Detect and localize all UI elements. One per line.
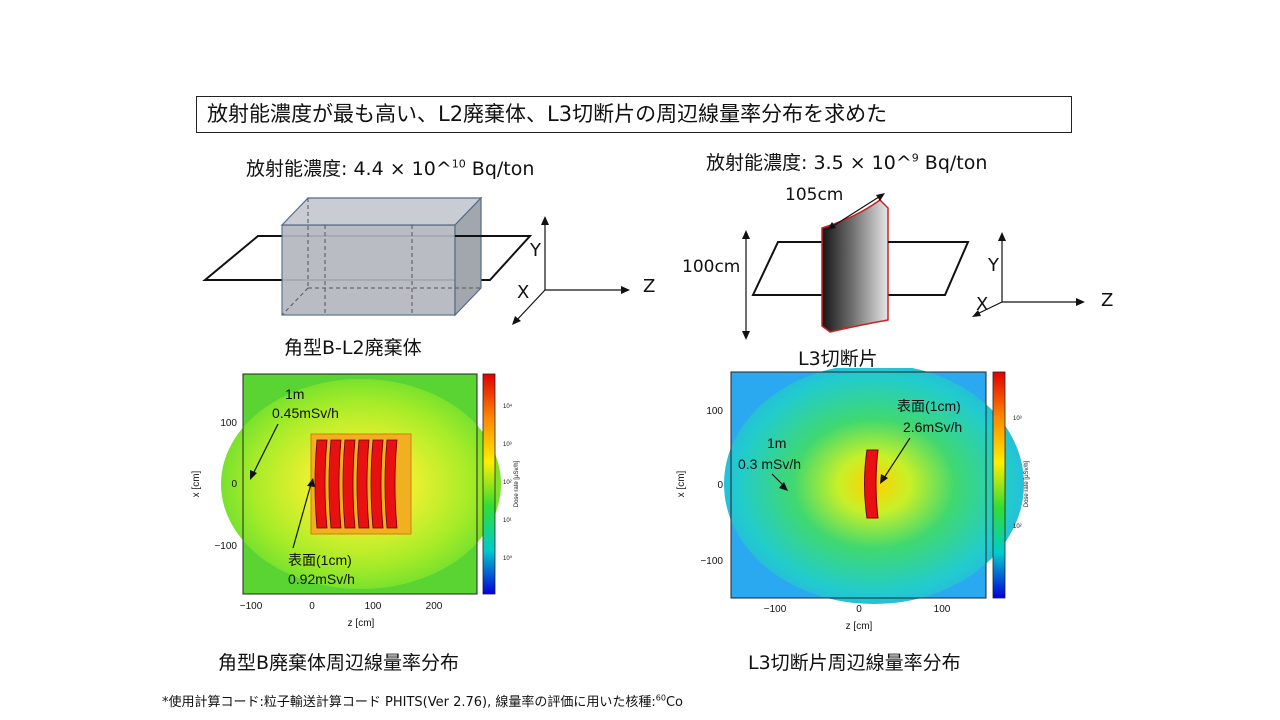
left-xtick: 100 — [365, 601, 382, 612]
right-concentration-exponent: 9 — [911, 151, 919, 165]
right-concentration: 放射能濃度: 3.5 × 10^9 Bq/ton — [706, 148, 987, 175]
right-cut-piece-diagram — [742, 193, 1085, 340]
right-xlabel: z [cm] — [846, 621, 873, 632]
left-ytick: 100 — [220, 418, 237, 429]
right-height-dimension: 100cm — [682, 257, 741, 277]
left-concentration-prefix: 放射能濃度: 4.4 × 10^ — [246, 158, 452, 180]
right-axes-icon — [972, 232, 1085, 317]
left-cbar-label: Dose rate [μSv/h] — [514, 460, 520, 507]
footnote-text: *使用計算コード:粒子輸送計算コード PHITS(Ver 2.76), 線量率の… — [162, 695, 656, 710]
right-curved-piece — [821, 199, 889, 333]
right-xtick: 0 — [856, 604, 862, 615]
left-cube-top — [280, 197, 483, 226]
left-xtick: 200 — [426, 601, 443, 612]
left-caption: 角型B廃棄体周辺線量率分布 — [218, 652, 460, 674]
left-annot-1m-dose: 0.45mSv/h — [272, 405, 339, 421]
footnote-mass-number: 60 — [655, 693, 666, 703]
right-concentration-unit: Bq/ton — [918, 152, 988, 174]
right-annot-1m-distance: 1m — [767, 435, 786, 451]
left-object-label: 角型B-L2廃棄体 — [284, 337, 422, 359]
left-annot-1m-distance: 1m — [285, 386, 304, 402]
left-axis-x-label: X — [517, 282, 530, 303]
footnote: *使用計算コード:粒子輸送計算コード PHITS(Ver 2.76), 線量率の… — [162, 691, 683, 710]
left-cbar-tick: 10⁰ — [503, 555, 513, 562]
right-ytick: −100 — [700, 556, 723, 567]
left-cbar-tick: 10² — [503, 480, 512, 486]
left-axis-z-label: Z — [643, 276, 656, 297]
left-ylabel: x [cm] — [191, 470, 202, 497]
right-cbar-label: Dose rate [μSv/h] — [1024, 460, 1030, 507]
left-cbar-tick: 10³ — [503, 442, 512, 448]
left-axes-icon — [512, 216, 630, 325]
right-annot-1m-dose: 0.3 mSv/h — [738, 456, 801, 472]
right-ylabel: x [cm] — [676, 470, 687, 497]
left-ytick: −100 — [214, 541, 237, 552]
left-annot-surface-dose: 0.92mSv/h — [288, 571, 355, 587]
right-ytick: 0 — [717, 480, 723, 491]
right-source-piece — [864, 449, 879, 519]
right-annot-surface-dose: 2.6mSv/h — [903, 419, 962, 435]
right-ytick: 100 — [706, 406, 723, 417]
right-axis-z-label: Z — [1101, 290, 1114, 311]
right-cbar-tick: 10² — [1013, 524, 1022, 530]
right-axis-x-label: X — [976, 294, 989, 315]
left-source-plates — [314, 439, 398, 529]
left-waste-package-diagram — [202, 196, 630, 325]
left-colorbar — [482, 373, 496, 595]
left-xtick: −100 — [240, 601, 263, 612]
left-annot-surface-distance: 表面(1cm) — [288, 552, 352, 568]
left-axis-y-label: Y — [530, 240, 541, 261]
right-caption: L3切断片周辺線量率分布 — [748, 652, 961, 674]
right-colorbar — [992, 371, 1006, 599]
left-concentration-exponent: 10 — [451, 157, 466, 171]
right-axis-y-label: Y — [988, 255, 999, 276]
right-dose-map: −100 0 100 100 0 −100 z [cm] x [cm] 10³ … — [676, 368, 1030, 632]
headline-box: 放射能濃度が最も高い、L2廃棄体、L3切断片の周辺線量率分布を求めた — [196, 96, 1072, 133]
left-ytick: 0 — [231, 479, 237, 490]
right-annot-surface-distance: 表面(1cm) — [897, 398, 961, 414]
left-concentration-unit: Bq/ton — [465, 158, 535, 180]
left-dose-map: −100 0 100 200 100 0 −100 z [cm] x [cm] … — [191, 373, 520, 629]
footnote-element: Co — [665, 695, 683, 710]
left-concentration: 放射能濃度: 4.4 × 10^10 Bq/ton — [246, 154, 534, 181]
left-cbar-tick: 10⁴ — [503, 403, 513, 410]
left-xlabel: z [cm] — [348, 618, 375, 629]
left-cube-side — [454, 196, 482, 317]
right-object-label: L3切断片 — [798, 348, 878, 370]
right-cbar-tick: 10³ — [1013, 416, 1022, 422]
right-xtick: 100 — [934, 604, 951, 615]
right-xtick: −100 — [764, 604, 787, 615]
headline-text: 放射能濃度が最も高い、L2廃棄体、L3切断片の周辺線量率分布を求めた — [207, 102, 888, 126]
left-cbar-tick: 10¹ — [503, 518, 512, 524]
right-width-dimension: 105cm — [785, 185, 844, 205]
left-xtick: 0 — [309, 601, 315, 612]
right-concentration-prefix: 放射能濃度: 3.5 × 10^ — [706, 152, 912, 174]
